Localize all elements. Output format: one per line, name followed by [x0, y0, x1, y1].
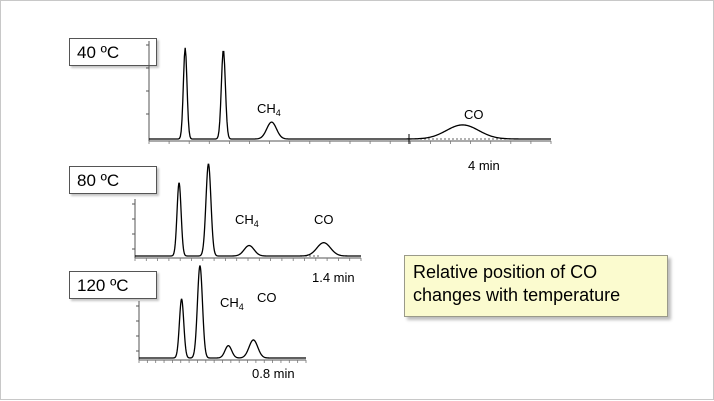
temperature-label-80: 80 ºC [69, 166, 157, 194]
peak-label-ch4: CH4 [257, 101, 281, 118]
callout-line-1: Relative position of CO [413, 262, 598, 282]
peak-label-co: CO [314, 212, 334, 227]
peak-label-co: CO [464, 107, 484, 122]
x-ticks [148, 141, 552, 144]
temperature-label-120: 120 ºC [69, 271, 157, 299]
trace-120c [139, 265, 306, 359]
trace-80c [135, 163, 361, 257]
peak-label-ch4: CH4 [220, 295, 244, 312]
time-label: 4 min [468, 158, 500, 173]
temperature-label-40: 40 ºC [69, 38, 157, 66]
peak-label-ch4: CH4 [235, 212, 259, 229]
annotation-callout: Relative position of CO changes with tem… [404, 255, 668, 317]
x-ticks [138, 360, 307, 363]
peak-label-co: CO [257, 290, 277, 305]
y-ticks [146, 44, 149, 115]
x-ticks [134, 258, 362, 261]
callout-line-2: changes with temperature [413, 285, 621, 305]
time-label: 1.4 min [312, 270, 355, 285]
y-ticks [132, 203, 135, 250]
trace-40c [149, 47, 551, 140]
time-label: 0.8 min [252, 366, 295, 381]
y-ticks [136, 305, 139, 352]
